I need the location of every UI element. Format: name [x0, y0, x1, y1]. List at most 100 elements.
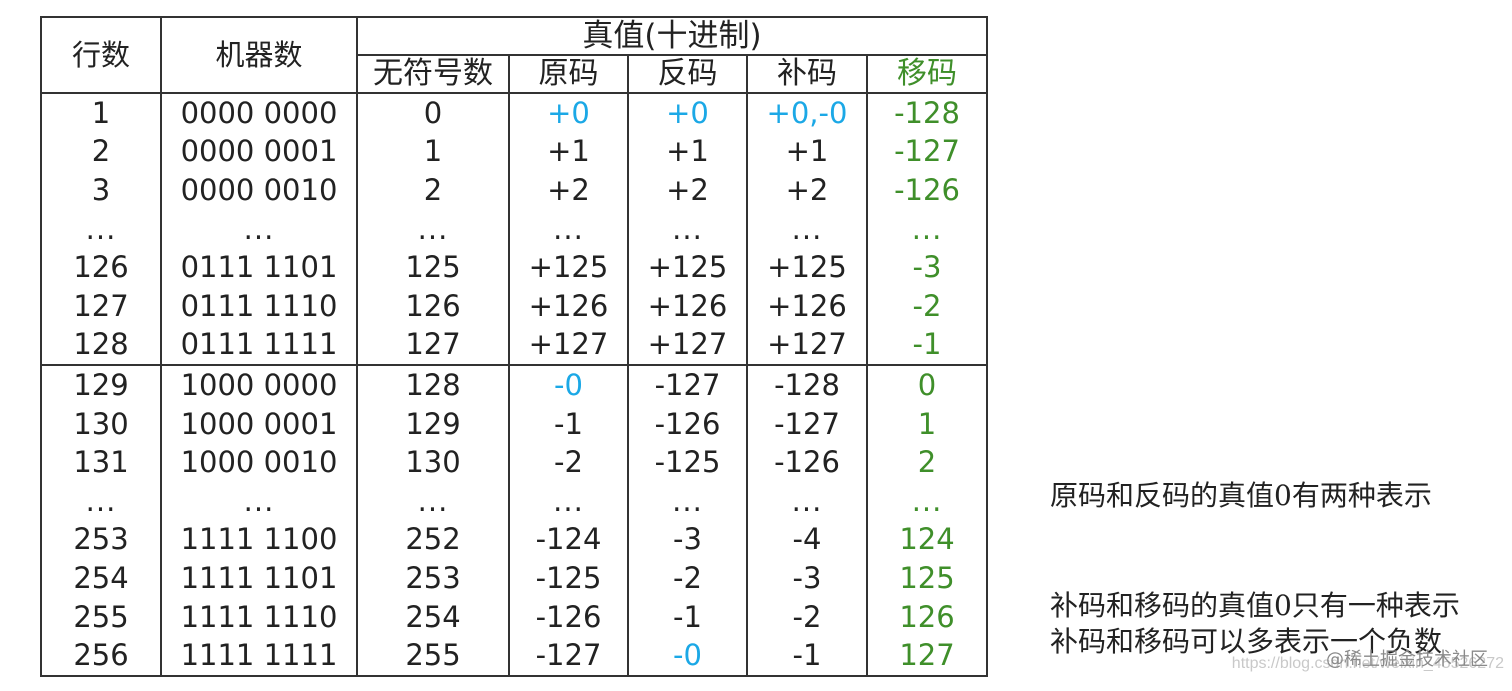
ones-complement-value: -126 [627, 404, 748, 444]
row-number: 131 [40, 443, 162, 482]
machine-number: 1111 1111 [160, 636, 358, 677]
twos-complement-value: -1 [746, 636, 868, 677]
table-row: ..................... [40, 481, 989, 521]
header-ones-complement: 反码 [627, 54, 748, 94]
ones-complement-value: -2 [627, 559, 748, 598]
machine-number: 1111 1110 [160, 597, 358, 637]
row-number: 126 [40, 248, 162, 287]
row-number: 1 [40, 93, 162, 133]
ones-complement-value: -127 [627, 364, 748, 405]
table-row: 129 1000 0000 128 -0 -127 -128 0 [40, 364, 989, 405]
code-table-wrapper: 行数 机器数 真值(十进制) 无符号数 原码 反码 补码 移码 1 0000 00… [40, 16, 989, 677]
machine-number: 0000 0010 [160, 171, 358, 210]
biased-value: -1 [865, 325, 989, 366]
biased-value: -126 [865, 171, 989, 210]
biased-value: 127 [865, 636, 989, 677]
sign-magnitude-value: ... [508, 481, 629, 521]
unsigned-value: 128 [356, 364, 510, 405]
sign-magnitude-value: -0 [508, 364, 629, 405]
row-number: 256 [40, 636, 162, 677]
machine-number: 0111 1101 [160, 248, 358, 287]
twos-complement-value: ... [746, 481, 868, 521]
row-number: 129 [40, 364, 162, 405]
unsigned-value: ... [356, 209, 510, 249]
sign-magnitude-value: -2 [508, 443, 629, 482]
sign-magnitude-value: -124 [508, 520, 629, 560]
unsigned-value: 2 [356, 171, 510, 210]
biased-value: ... [865, 209, 989, 249]
table-body: 1 0000 0000 0 +0 +0 +0,-0 -128 2 0000 0001 1 +1 +1 +… [40, 93, 989, 677]
biased-value: -128 [865, 93, 989, 133]
sign-magnitude-value: -127 [508, 636, 629, 677]
twos-complement-value: +126 [746, 286, 868, 326]
machine-number: 1000 0010 [160, 443, 358, 482]
sign-magnitude-value: +126 [508, 286, 629, 326]
biased-value: -2 [865, 286, 989, 326]
table-row: 127 0111 1110 126 +126 +126 +126 -2 [40, 286, 989, 326]
unsigned-value: 254 [356, 597, 510, 637]
ones-complement-value: -0 [627, 636, 748, 677]
twos-complement-value: +0,-0 [746, 93, 868, 133]
sign-magnitude-value: +127 [508, 325, 629, 366]
row-number: 253 [40, 520, 162, 560]
row-number: 127 [40, 286, 162, 326]
header-true-value-group: 真值(十进制) [355, 16, 989, 56]
table-row: 130 1000 0001 129 -1 -126 -127 1 [40, 404, 989, 444]
sign-magnitude-value: -126 [508, 597, 629, 637]
twos-complement-value: -126 [746, 443, 868, 482]
header-unsigned: 无符号数 [356, 54, 510, 94]
machine-number: 1111 1100 [160, 520, 358, 560]
sign-magnitude-value: +2 [508, 171, 629, 210]
table-row: 131 1000 0010 130 -2 -125 -126 2 [40, 443, 989, 482]
twos-complement-value: -127 [746, 404, 868, 444]
note-ones-sign-magnitude-zero: 原码和反码的真值0有两种表示 [1050, 479, 1432, 512]
row-number: 254 [40, 559, 162, 598]
ones-complement-value: ... [627, 209, 748, 249]
unsigned-value: 255 [356, 636, 510, 677]
sign-magnitude-value: +1 [508, 132, 629, 172]
row-number: ... [40, 209, 162, 249]
unsigned-value: 129 [356, 404, 510, 444]
biased-value: 1 [865, 404, 989, 444]
twos-complement-value: ... [746, 209, 868, 249]
table-row: 256 1111 1111 255 -127 -0 -1 127 [40, 636, 989, 677]
header-biased: 移码 [865, 54, 989, 94]
ones-complement-value: +126 [627, 286, 748, 326]
twos-complement-value: -3 [746, 559, 868, 598]
unsigned-value: 0 [356, 93, 510, 133]
unsigned-value: 125 [356, 248, 510, 287]
machine-number: 1000 0001 [160, 404, 358, 444]
biased-value: 126 [865, 597, 989, 637]
sign-magnitude-value: -125 [508, 559, 629, 598]
unsigned-value: ... [356, 481, 510, 521]
machine-number: ... [160, 209, 358, 249]
biased-value: 124 [865, 520, 989, 560]
ones-complement-value: +127 [627, 325, 748, 366]
ones-complement-value: +125 [627, 248, 748, 287]
table-row: 126 0111 1101 125 +125 +125 +125 -3 [40, 248, 989, 287]
ones-complement-value: -3 [627, 520, 748, 560]
ones-complement-value: ... [627, 481, 748, 521]
ones-complement-value: +2 [627, 171, 748, 210]
sign-magnitude-value: +125 [508, 248, 629, 287]
ones-complement-value: +0 [627, 93, 748, 133]
biased-value: 0 [865, 364, 989, 405]
sign-magnitude-value: ... [508, 209, 629, 249]
twos-complement-value: -4 [746, 520, 868, 560]
header-row-number: 行数 [40, 16, 162, 94]
ones-complement-value: -1 [627, 597, 748, 637]
machine-number: 0000 0001 [160, 132, 358, 172]
table-row: ..................... [40, 209, 989, 249]
biased-value: -3 [865, 248, 989, 287]
unsigned-value: 130 [356, 443, 510, 482]
machine-number: 0111 1111 [160, 325, 358, 366]
watermark-site: @稀土掘金技术社区 [1326, 649, 1488, 670]
unsigned-value: 252 [356, 520, 510, 560]
twos-complement-value: +2 [746, 171, 868, 210]
row-number: 2 [40, 132, 162, 172]
twos-complement-value: +127 [746, 325, 868, 366]
twos-complement-value: +125 [746, 248, 868, 287]
sign-magnitude-value: +0 [508, 93, 629, 133]
row-number: 130 [40, 404, 162, 444]
header-twos-complement: 补码 [746, 54, 868, 94]
